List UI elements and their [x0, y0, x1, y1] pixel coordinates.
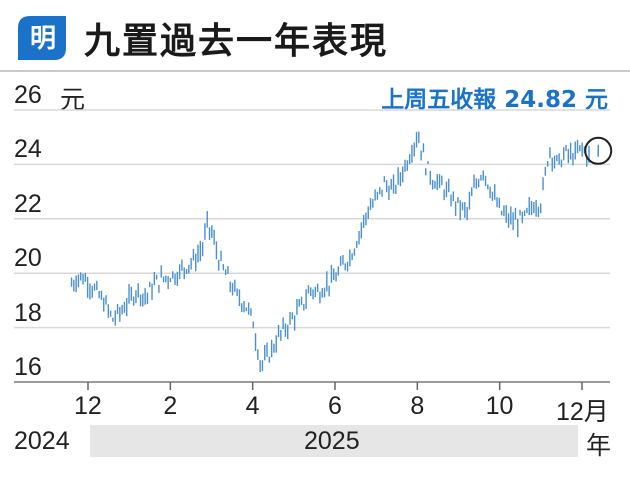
price-series — [70, 131, 590, 373]
x-tick-label: 12 — [74, 392, 102, 420]
year-label-2025: 2025 — [304, 427, 360, 455]
page-title: 九置過去一年表現 — [84, 21, 389, 62]
y-tick-label: 26 — [14, 81, 42, 109]
y-tick-label: 24 — [14, 135, 42, 164]
x-tick-label: 2 — [163, 392, 178, 420]
x-tick-label: 10 — [485, 392, 514, 420]
y-axis-unit: 元 — [60, 85, 86, 114]
last-close-note: 上周五收報 24.82 元 — [381, 87, 608, 113]
y-tick-label: 20 — [14, 244, 42, 273]
x-tick-label: 8 — [410, 392, 425, 420]
y-tick-label: 18 — [14, 298, 42, 327]
logo-character: 明 — [30, 24, 56, 54]
x-tick-label: 12月 — [556, 398, 609, 426]
year-strip-2025 — [90, 425, 578, 457]
last-close-marker — [584, 136, 613, 165]
y-tick-label: 16 — [14, 353, 42, 381]
x-tick-label: 4 — [245, 392, 260, 420]
year-suffix: 年 — [586, 431, 612, 460]
x-tick-label: 6 — [328, 392, 342, 420]
year-label-2024: 2024 — [14, 427, 70, 455]
header-divider — [0, 70, 630, 72]
y-tick-label: 22 — [14, 189, 42, 218]
ming-pao-logo: 明 — [18, 16, 66, 60]
